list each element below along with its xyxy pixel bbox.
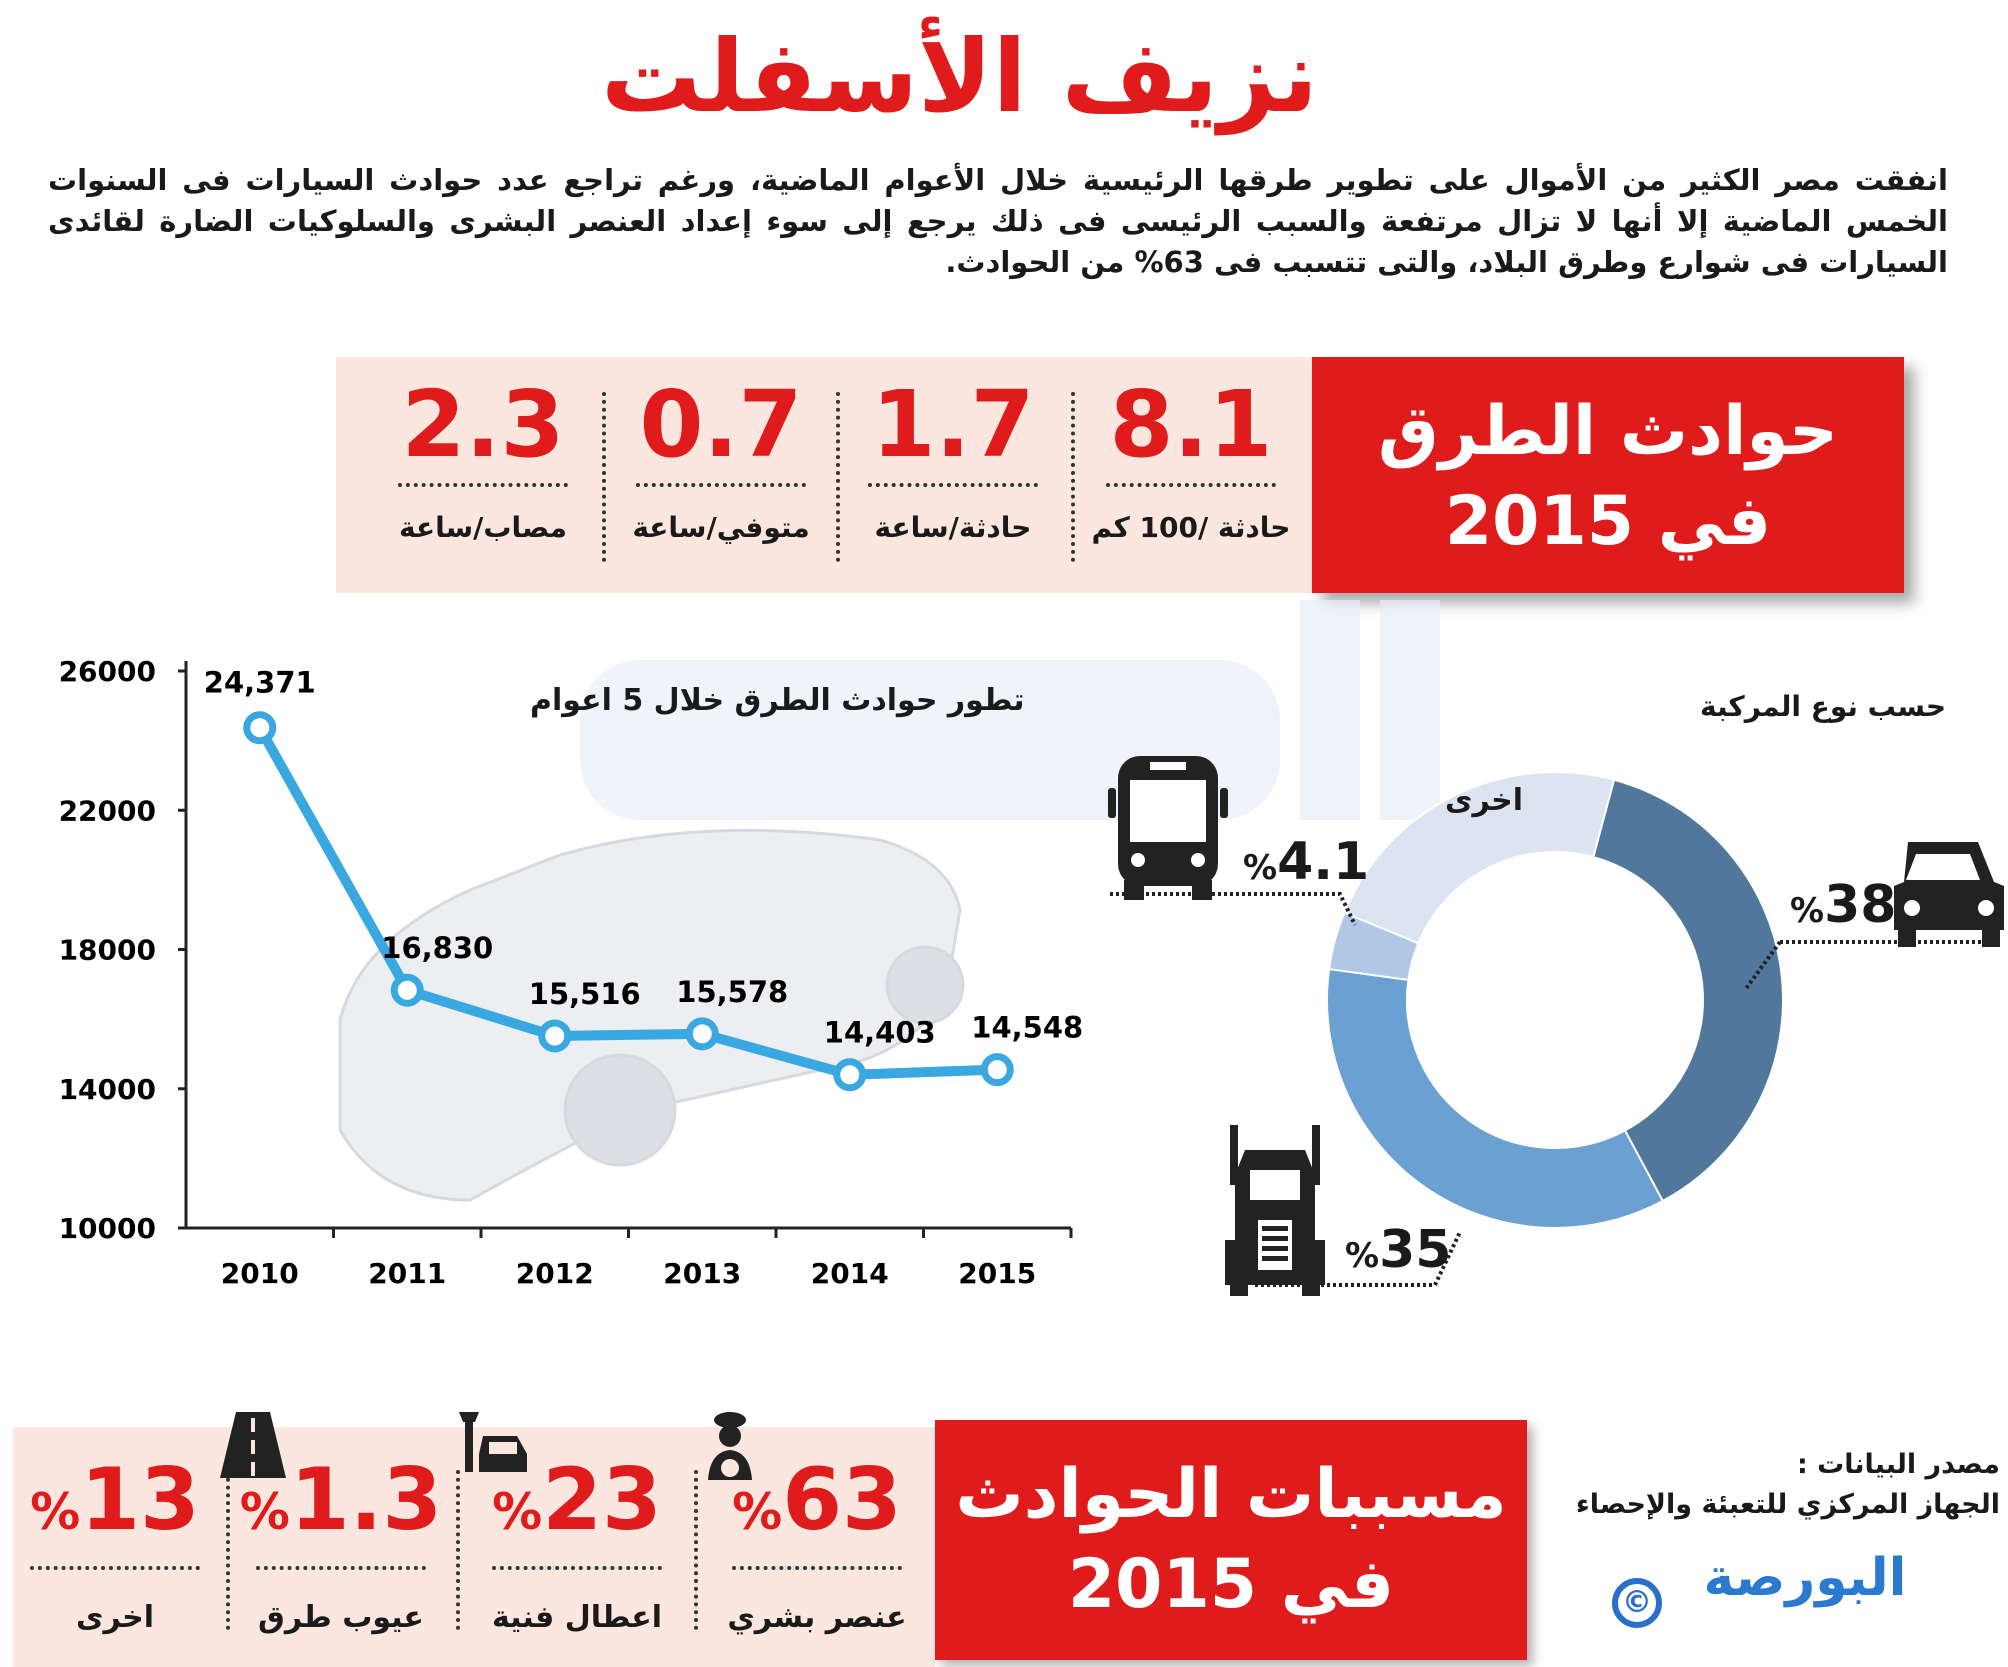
donut-slice <box>1326 967 1665 1229</box>
stat-injuries-per-hour: 2.3 مصاب/ساعة <box>368 375 598 544</box>
x-tick-label: 2015 <box>958 1257 1036 1290</box>
accidents-box-line2: في 2015 <box>1444 482 1772 561</box>
leader-line <box>1743 940 1782 992</box>
stat-value: 8.1 <box>1109 371 1273 478</box>
divider <box>836 392 840 562</box>
cause-technical: %23 اعطال فنية <box>472 1450 682 1635</box>
cause-value: 13 <box>80 1450 200 1550</box>
y-tick-label: 18000 <box>59 934 156 967</box>
dotted-line <box>1106 483 1276 487</box>
x-tick-label: 2012 <box>516 1257 594 1290</box>
divider <box>694 1470 698 1630</box>
brand-logo: البورصة <box>1703 1548 1907 1608</box>
divider <box>1071 392 1075 562</box>
road-icon <box>220 1412 286 1478</box>
data-label: 15,516 <box>529 977 641 1011</box>
data-point <box>833 1058 867 1092</box>
series-line <box>255 725 998 1080</box>
divider <box>456 1470 460 1630</box>
donut-chart-title: حسب نوع المركبة <box>1700 690 1946 723</box>
x-tick-label: 2011 <box>368 1257 446 1290</box>
dotted-line <box>636 483 806 487</box>
donut-slice <box>1343 771 1616 945</box>
data-label: 14,548 <box>971 1011 1083 1045</box>
dotted-line <box>256 1566 426 1570</box>
divider <box>226 1470 230 1630</box>
car-illustration <box>338 828 965 1202</box>
source-label: مصدر البيانات : <box>1796 1449 2000 1480</box>
stat-deaths-per-hour: 0.7 متوفي/ساعة <box>606 371 836 545</box>
page-title: نزيف الأسفلت <box>601 18 1318 135</box>
data-point <box>980 1053 1014 1087</box>
dotted-line <box>30 1566 200 1570</box>
data-point <box>243 711 277 745</box>
bus-percent: %4.1 <box>1243 832 1370 892</box>
car-repair-icon <box>459 1412 527 1472</box>
cause-road-defects: %1.3 عيوب طرق <box>236 1450 446 1635</box>
y-tick-label: 22000 <box>59 794 156 827</box>
stat-value: 2.3 <box>401 371 565 478</box>
stat-value: 0.7 <box>639 371 803 478</box>
data-label: 16,830 <box>381 931 493 965</box>
data-source: مصدر البيانات : الجهاز المركزي للتعبئة و… <box>1576 1445 2000 1525</box>
donut-chart <box>1108 756 2004 1296</box>
y-tick-label: 26000 <box>59 655 156 688</box>
stat-label: حادثة/ساعة <box>874 511 1032 544</box>
y-tick-label: 14000 <box>59 1073 156 1106</box>
divider <box>602 392 606 562</box>
dotted-line <box>398 483 568 487</box>
causes-box-line2: في 2015 <box>1067 1545 1395 1624</box>
stat-accidents-per-hour: 1.7 حادثة/ساعة <box>838 375 1068 544</box>
line-chart: 26000 22000 18000 14000 10000 2010 2011 2012 201… <box>59 655 1084 1290</box>
stat-label: حادثة /100 كم <box>1091 511 1291 544</box>
accidents-box-line1: حوادث الطرق <box>1377 392 1839 471</box>
stat-label: مصاب/ساعة <box>399 511 567 544</box>
cause-human: %63 عنصر بشري <box>712 1450 922 1635</box>
dotted-line <box>732 1566 902 1570</box>
cause-value: 23 <box>542 1450 662 1550</box>
donut-slice <box>1592 778 1784 1203</box>
cause-label: عيوب طرق <box>258 1600 424 1635</box>
stat-accidents-per-100km: 8.1 حادثة /100 كم <box>1076 371 1306 545</box>
data-label: 24,371 <box>204 666 316 700</box>
x-tick-label: 2010 <box>221 1257 299 1290</box>
dotted-line <box>492 1566 662 1570</box>
truck-percent: %35 <box>1345 1220 1452 1280</box>
accidents-2015-box: حوادث الطرق في 2015 <box>1312 357 1904 593</box>
dotted-line <box>868 483 1038 487</box>
cause-label: اخرى <box>75 1600 155 1635</box>
bus-icon <box>1108 756 1228 900</box>
data-label: 14,403 <box>824 1016 936 1050</box>
causes-box-line1: مسببات الحوادث <box>955 1455 1507 1534</box>
watermark-logo <box>580 600 1440 820</box>
data-point <box>538 1019 572 1053</box>
x-tick-label: 2014 <box>811 1257 889 1290</box>
stat-value: 1.7 <box>871 371 1035 478</box>
cause-label: عنصر بشري <box>727 1600 907 1635</box>
source-value: الجهاز المركزي للتعبئة والإحصاء <box>1575 1489 2000 1520</box>
others-label: اخرى <box>1445 783 1524 818</box>
stat-label: متوفي/ساعة <box>632 511 810 544</box>
intro-paragraph: انفقت مصر الكثير من الأموال على تطوير طر… <box>48 163 1948 279</box>
line-chart-title: تطور حوادث الطرق خلال 5 اعوام <box>530 683 1025 718</box>
driver-icon <box>708 1412 752 1480</box>
data-point <box>390 973 424 1007</box>
cause-other: %13 اخرى <box>10 1450 220 1635</box>
truck-icon <box>1225 1125 1325 1296</box>
causes-band <box>13 1427 935 1667</box>
cause-label: اعطال فنية <box>491 1600 663 1635</box>
cause-value: 63 <box>782 1450 902 1550</box>
cause-value: 1.3 <box>289 1450 443 1550</box>
causes-2015-box: مسببات الحوادث في 2015 <box>935 1420 1527 1660</box>
accident-stats-band <box>336 357 1316 593</box>
leader-line <box>1110 892 1357 926</box>
data-label: 15,578 <box>676 975 788 1009</box>
copyright-icon: © <box>1612 1578 1662 1628</box>
y-tick-label: 10000 <box>59 1212 156 1245</box>
data-point <box>685 1017 719 1051</box>
car-percent: %38 <box>1790 875 1897 935</box>
car-icon <box>1894 842 2004 947</box>
x-tick-label: 2013 <box>663 1257 741 1290</box>
